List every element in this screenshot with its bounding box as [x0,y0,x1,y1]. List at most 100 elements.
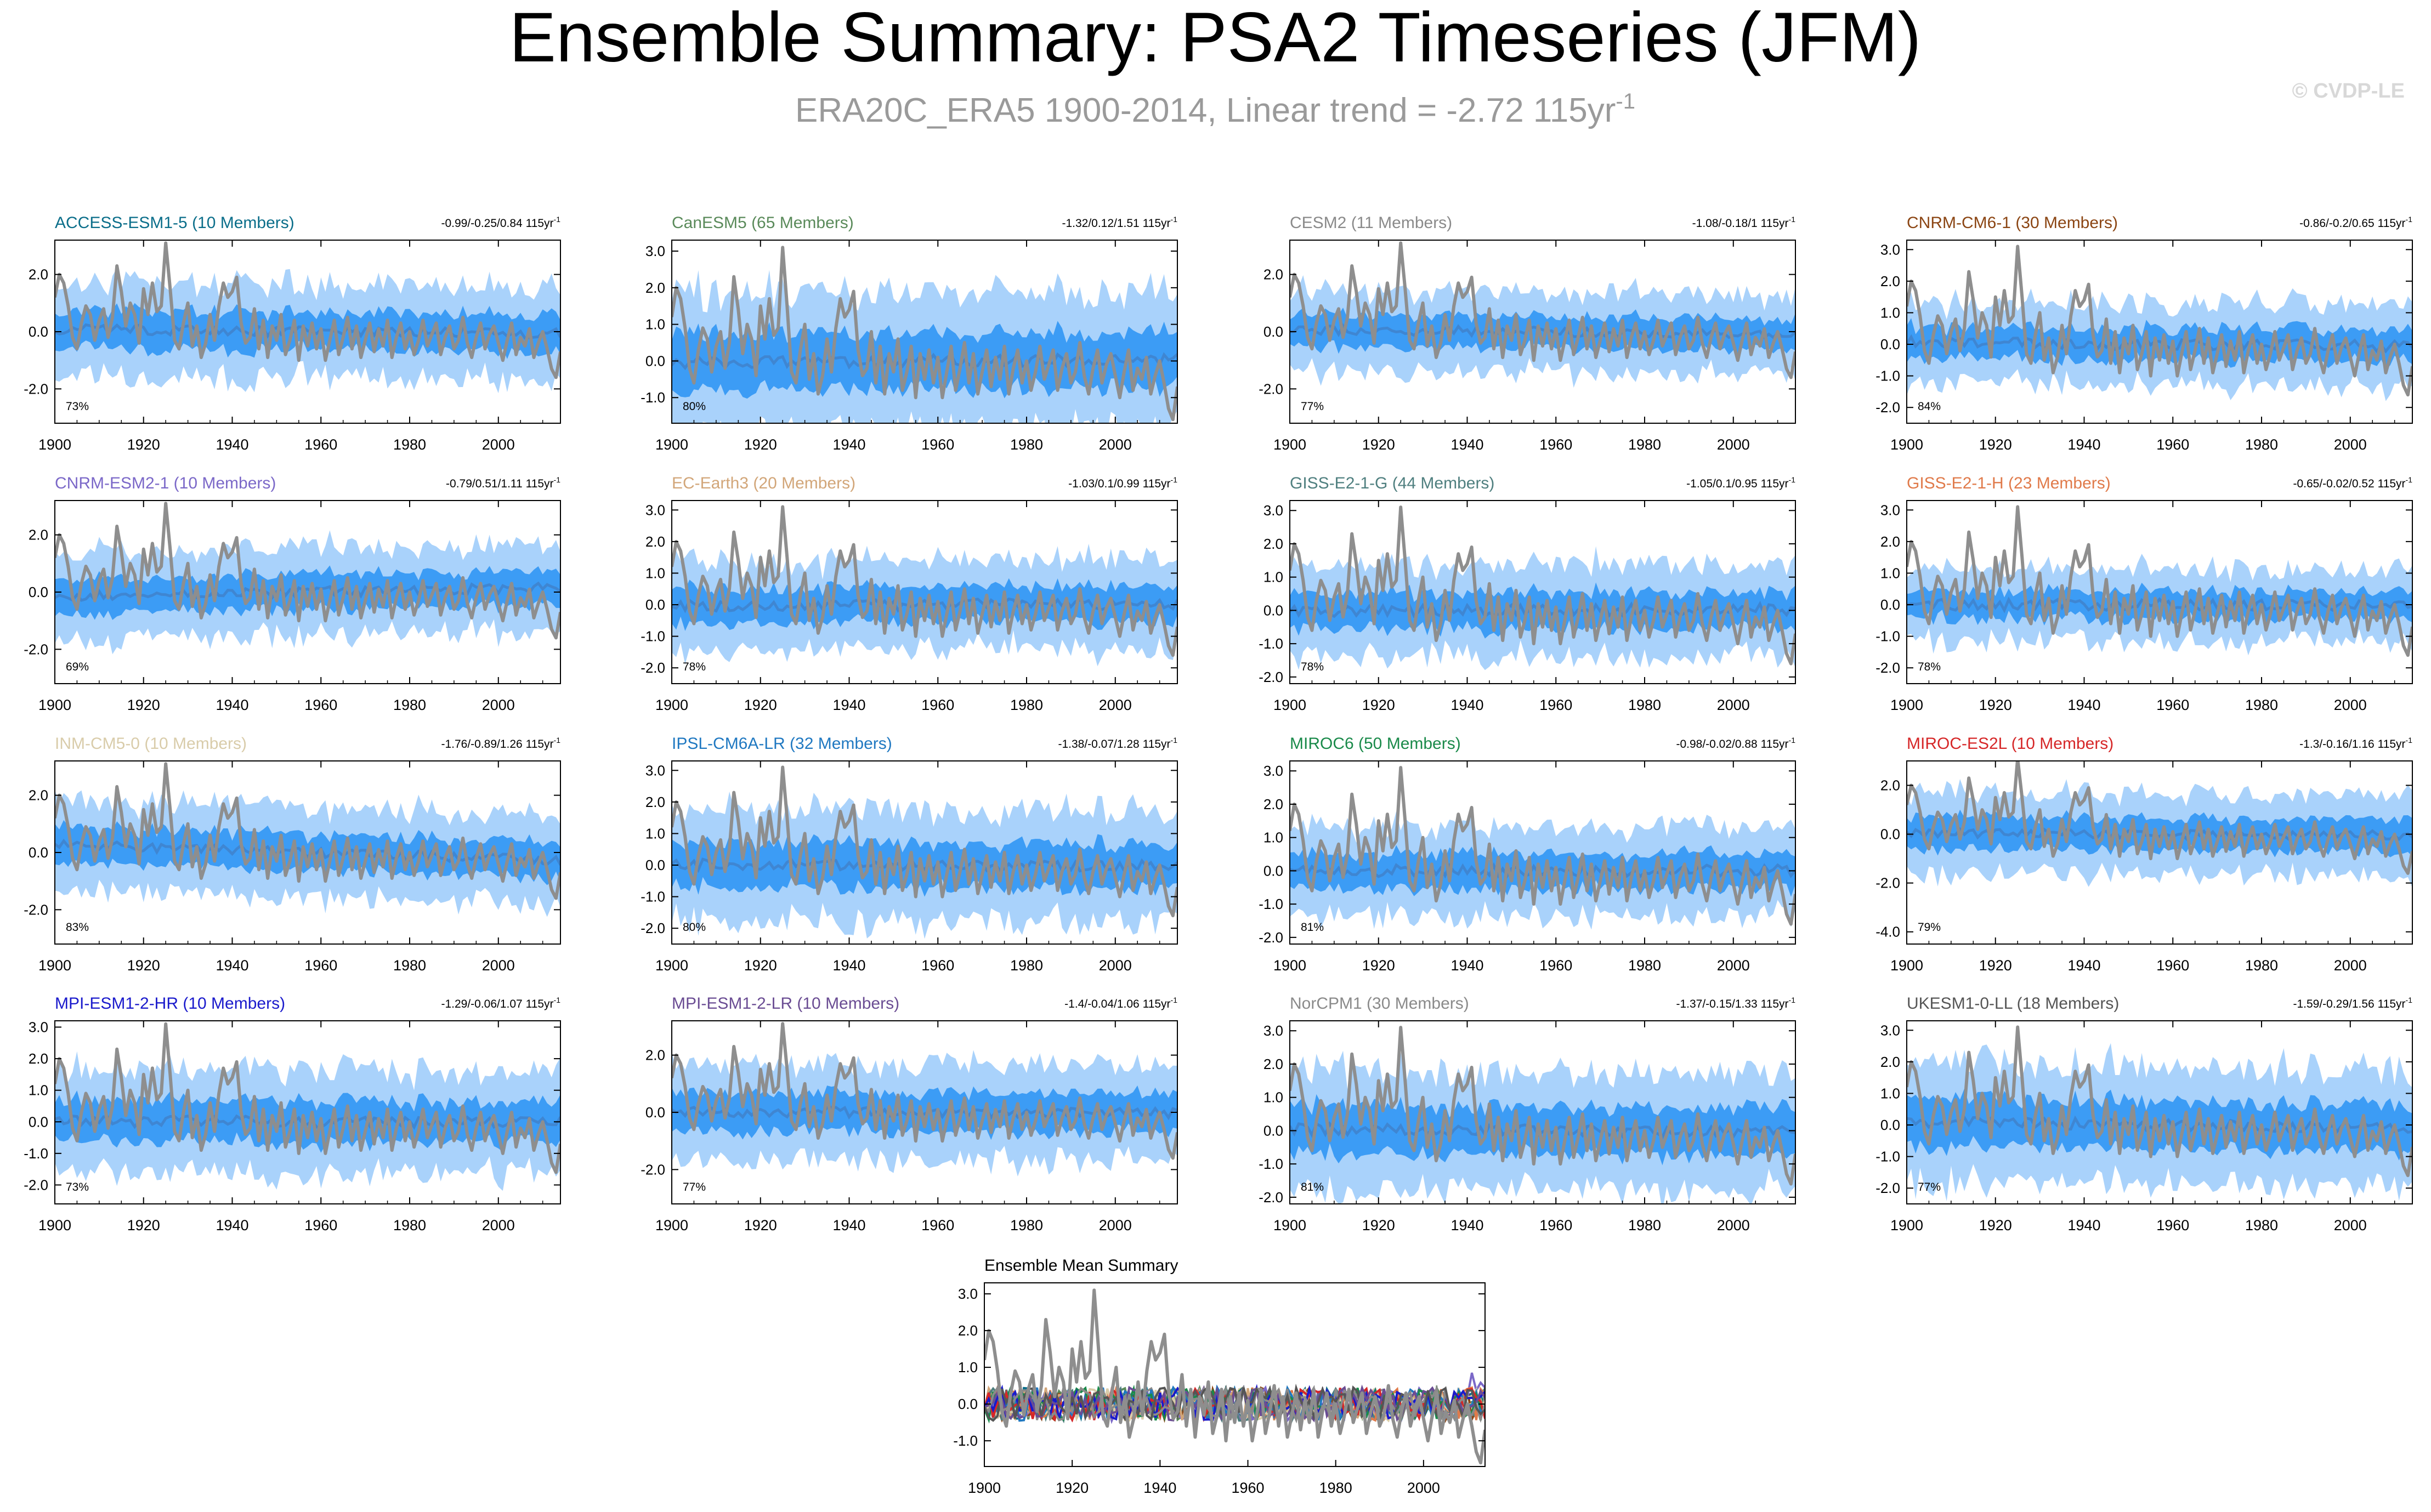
summary-x-tick-label: 1940 [1143,1480,1176,1496]
y-tick-label: 0.0 [645,857,665,873]
envelope-inner [55,565,560,620]
panel-frame [1906,1020,2413,1204]
model-panel: 1900 1920 1940 1960 1980 2000 -1.0 0.0 1.0 2.0 3.0… [641,214,1178,453]
x-tick-label: 1940 [216,436,248,453]
summary-plot-area [984,1288,1485,1465]
y-tick-label: 3.0 [1263,763,1283,779]
figure-subtitle: ERA20C_ERA5 1900-2014, Linear trend = -2… [795,89,1635,129]
panel-frame [671,500,1178,684]
x-tick-label: 1900 [1890,436,1923,453]
panel-title: MIROC-ES2L (10 Members) [1907,735,2113,753]
x-tick-label: 1960 [304,697,337,713]
panel-percent: 77% [683,1181,706,1193]
panel-title: EC-Earth3 (20 Members) [672,474,855,492]
panel-trend-superscript: -1 [2406,475,2413,484]
y-tick-label: -2.0 [1875,399,1900,416]
x-tick-label: 1900 [1890,957,1923,974]
y-tick-label: 3.0 [1880,502,1900,518]
panel-frame [1289,760,1796,945]
panel-percent: 80% [683,400,706,413]
x-tick-label: 1900 [1890,697,1923,713]
y-tick-label: -2.0 [641,660,665,676]
plot-area [55,1022,560,1191]
x-tick-label: 1980 [1010,957,1043,974]
y-tick-label: 3.0 [29,1019,48,1036]
panel-percent: 78% [1918,661,1941,673]
y-tick-label: -2.0 [24,901,48,918]
model-panel: 1900 1920 1940 1960 1980 2000 -2.0 -1.0 0.0 1.0 2.… [1875,474,2413,713]
x-tick-label: 1920 [744,1217,777,1234]
panel-trend: -1.38/-0.07/1.28 115yr-1 [1058,736,1177,751]
panel-trend-text: -1.08/-0.18/1 115yr [1692,217,1789,230]
plot-area [1290,505,1795,670]
summary-frame [984,1282,1486,1467]
panel-percent: 81% [1301,1181,1324,1193]
x-tick-label: 1980 [393,697,426,713]
panel-trend-superscript: -1 [554,475,561,484]
observations-line [672,765,1177,918]
panel-trend-text: -1.4/-0.04/1.06 115yr [1064,998,1170,1010]
summary-title: Ensemble Mean Summary [984,1257,1178,1275]
x-tick-label: 1980 [2245,436,2278,453]
summary-y-tick-label: 0.0 [958,1396,978,1412]
y-tick-label: -2.0 [1259,669,1283,685]
x-tick-label: 1920 [127,1217,160,1234]
panel-trend-superscript: -1 [1789,215,1796,224]
y-tick-label: 2.0 [645,1047,665,1064]
x-tick-label: 1900 [38,957,71,974]
y-tick-label: -1.0 [641,889,665,905]
y-tick-label: -1.0 [1259,896,1283,912]
x-tick-label: 1980 [2245,1217,2278,1234]
y-tick-label: 0.0 [1263,862,1283,879]
y-tick-label: -1.0 [1875,628,1900,645]
envelope-inner [55,820,560,885]
x-tick-label: 2000 [482,697,515,713]
x-tick-label: 1920 [127,957,160,974]
x-tick-label: 1900 [655,436,688,453]
panel-title: ACCESS-ESM1-5 (10 Members) [55,214,294,232]
x-tick-label: 1940 [1450,1217,1483,1234]
y-tick-label: 0.0 [1880,336,1900,353]
panel-trend: -0.98/-0.02/0.88 115yr-1 [1676,736,1795,751]
figure-title: Ensemble Summary: PSA2 Timeseries (JFM) [509,0,1922,77]
model-panel: 1900 1920 1940 1960 1980 2000 -2.0 -1.0 0.0 1.0 2.… [1875,214,2413,453]
x-tick-label: 1980 [1010,1217,1043,1234]
y-tick-label: 0.0 [645,1104,665,1121]
x-tick-label: 1960 [1539,436,1572,453]
panel-trend-superscript: -1 [1171,736,1178,744]
y-tick-label: -2.0 [641,1161,665,1178]
panel-trend-superscript: -1 [1171,475,1178,484]
x-tick-label: 1920 [744,697,777,713]
summary-x-tick-label: 2000 [1407,1480,1440,1496]
panel-trend: -1.03/0.1/0.99 115yr-1 [1068,475,1177,490]
panel-trend-text: -0.98/-0.02/0.88 115yr [1676,738,1788,751]
x-tick-label: 1980 [1628,957,1661,974]
panel-title: GISS-E2-1-H (23 Members) [1907,474,2111,492]
observations-line [1907,1025,2412,1178]
panel-trend-text: -1.76/-0.89/1.26 115yr [441,738,553,751]
y-tick-label: -1.0 [24,1145,48,1162]
x-tick-label: 1920 [744,436,777,453]
plot-area [55,241,560,394]
x-tick-label: 1980 [393,1217,426,1234]
summary-y-tick-label: 2.0 [958,1322,978,1339]
y-tick-label: -2.0 [1259,929,1283,946]
y-tick-label: 1.0 [1880,565,1900,581]
y-tick-label: 2.0 [1880,777,1900,794]
x-tick-label: 1940 [2067,697,2100,713]
y-tick-label: 2.0 [29,527,48,543]
observations-line [1290,241,1795,379]
model-panel: 1900 1920 1940 1960 1980 2000 -2.0 -1.0 0.0 1.0 2.… [1259,735,1796,974]
y-tick-label: 2.0 [1263,1056,1283,1072]
panel-frame [1289,500,1796,684]
panel-trend-text: -1.32/0.12/1.51 115yr [1062,217,1170,230]
y-tick-label: 1.0 [29,1082,48,1099]
panel-trend-text: -0.65/-0.02/0.52 115yr [2293,478,2405,490]
y-tick-label: 0.0 [29,584,48,600]
watermark: © CVDP-LE [2292,79,2405,103]
y-tick-label: -1.0 [1875,368,1900,384]
x-tick-label: 1960 [2156,1217,2189,1234]
summary-x-tick-label: 1920 [1056,1480,1089,1496]
panel-trend-text: -0.99/-0.25/0.84 115yr [441,217,553,230]
panel-title: NorCPM1 (30 Members) [1290,994,1469,1013]
